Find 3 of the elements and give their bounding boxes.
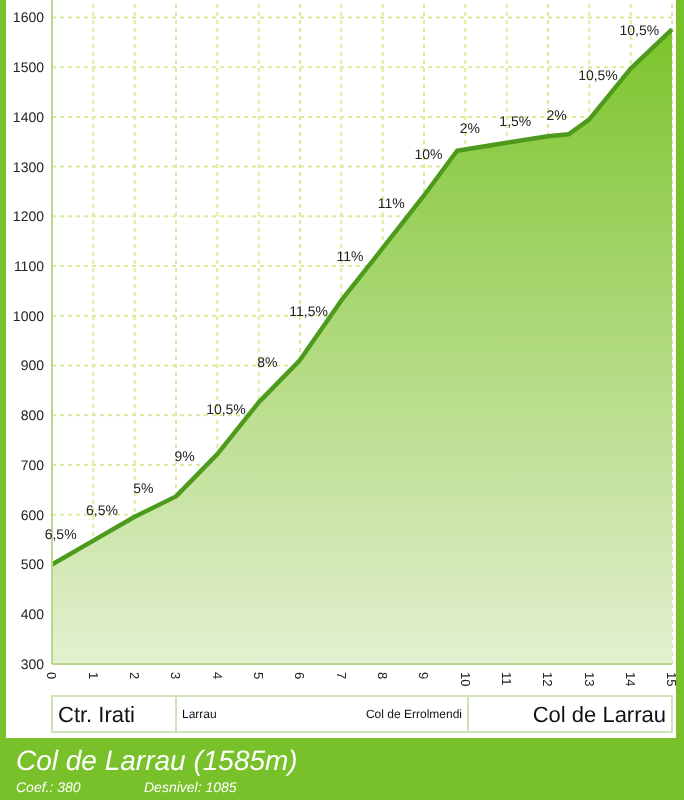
text: Col de Larrau (1585m) <box>16 744 298 776</box>
text: Ctr. Irati <box>58 703 136 728</box>
text: Col de Larrau <box>532 703 666 728</box>
